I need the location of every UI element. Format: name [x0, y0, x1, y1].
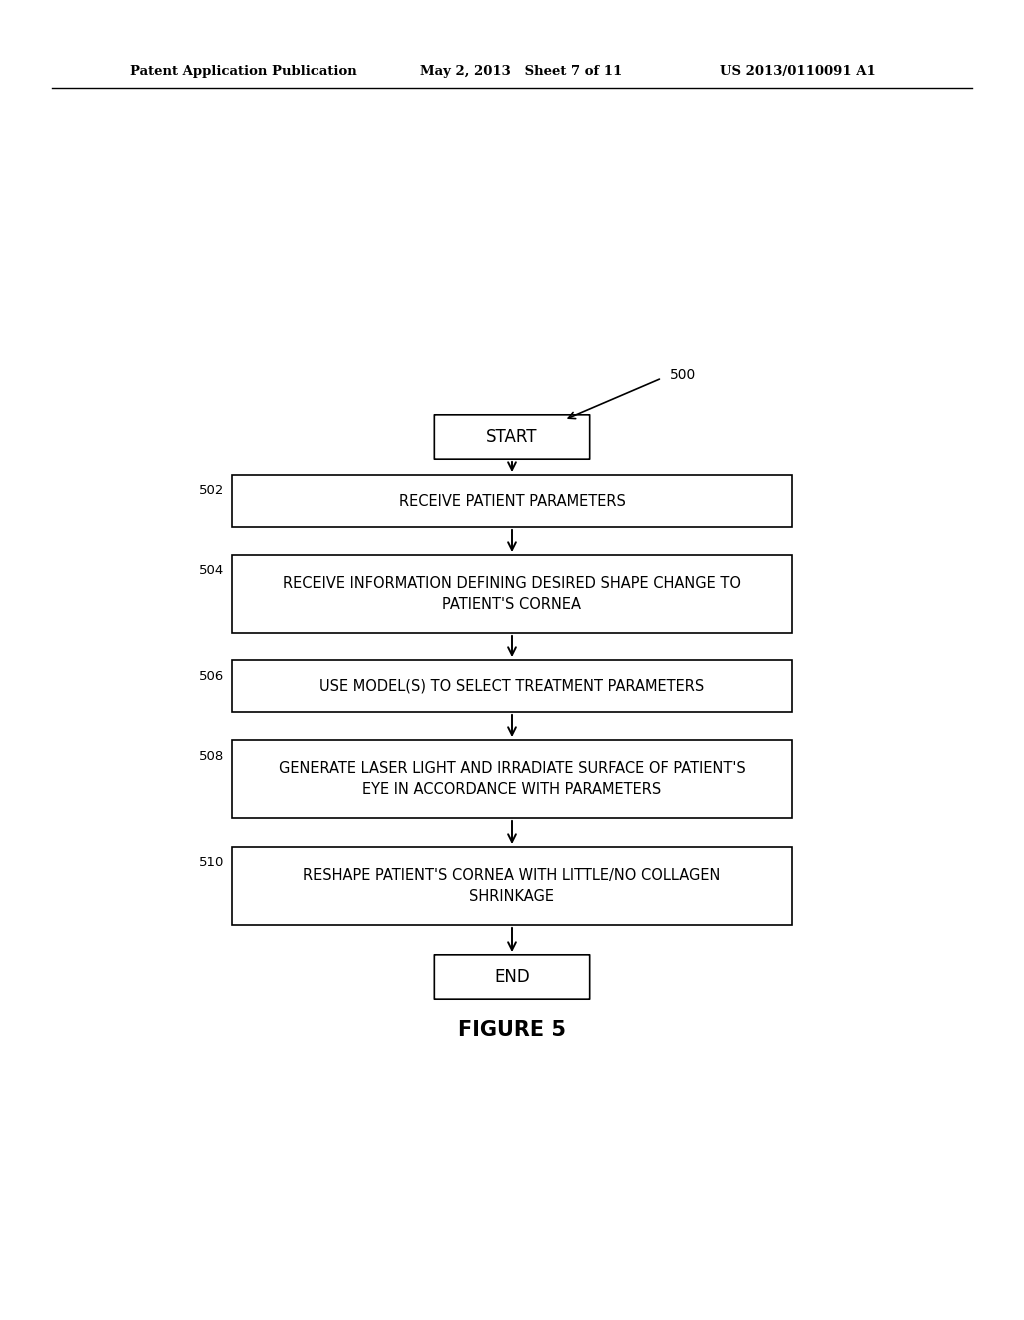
Text: START: START — [486, 428, 538, 446]
FancyBboxPatch shape — [232, 847, 792, 925]
Text: 500: 500 — [670, 368, 696, 381]
Text: USE MODEL(S) TO SELECT TREATMENT PARAMETERS: USE MODEL(S) TO SELECT TREATMENT PARAMET… — [319, 678, 705, 693]
Text: 510: 510 — [199, 857, 224, 870]
Text: 506: 506 — [199, 669, 224, 682]
FancyBboxPatch shape — [434, 954, 590, 999]
Text: FIGURE 5: FIGURE 5 — [458, 1020, 566, 1040]
FancyBboxPatch shape — [232, 660, 792, 711]
Text: RECEIVE INFORMATION DEFINING DESIRED SHAPE CHANGE TO
PATIENT'S CORNEA: RECEIVE INFORMATION DEFINING DESIRED SHA… — [283, 576, 741, 612]
Text: END: END — [495, 968, 529, 986]
FancyBboxPatch shape — [232, 741, 792, 818]
Text: 502: 502 — [199, 484, 224, 498]
Text: RECEIVE PATIENT PARAMETERS: RECEIVE PATIENT PARAMETERS — [398, 494, 626, 508]
Text: RESHAPE PATIENT'S CORNEA WITH LITTLE/NO COLLAGEN
SHRINKAGE: RESHAPE PATIENT'S CORNEA WITH LITTLE/NO … — [303, 869, 721, 904]
Text: 508: 508 — [199, 750, 224, 763]
Text: GENERATE LASER LIGHT AND IRRADIATE SURFACE OF PATIENT'S
EYE IN ACCORDANCE WITH P: GENERATE LASER LIGHT AND IRRADIATE SURFA… — [279, 762, 745, 797]
FancyBboxPatch shape — [232, 475, 792, 527]
Text: 504: 504 — [199, 565, 224, 578]
FancyBboxPatch shape — [434, 414, 590, 459]
Text: May 2, 2013   Sheet 7 of 11: May 2, 2013 Sheet 7 of 11 — [420, 66, 623, 78]
Text: Patent Application Publication: Patent Application Publication — [130, 66, 356, 78]
FancyBboxPatch shape — [232, 554, 792, 634]
Text: US 2013/0110091 A1: US 2013/0110091 A1 — [720, 66, 876, 78]
